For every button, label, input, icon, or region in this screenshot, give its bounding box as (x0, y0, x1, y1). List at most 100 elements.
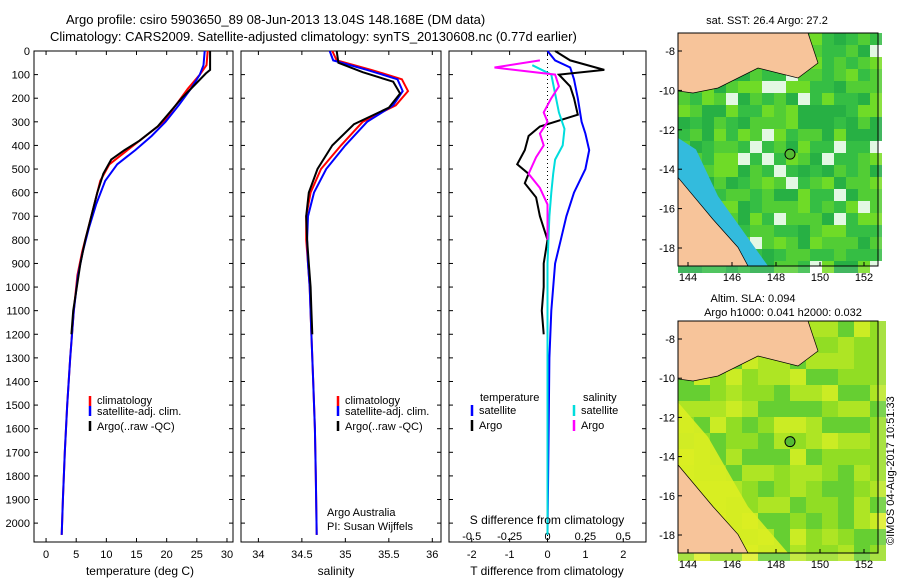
x-tick-label: 20 (161, 549, 173, 561)
x-tick-label: -1 (505, 549, 515, 561)
field-cell (774, 369, 790, 385)
field-cell (762, 141, 774, 153)
field-cell (678, 117, 690, 129)
field-cell (822, 417, 838, 433)
field-cell (790, 513, 806, 529)
field-cell (798, 93, 810, 105)
field-cell (854, 481, 870, 497)
field-cell (806, 449, 822, 465)
field-cell (798, 237, 810, 249)
field-cell (846, 129, 858, 141)
map-y-label: -12 (659, 412, 675, 424)
field-cell (858, 153, 870, 165)
field-cell (834, 93, 846, 105)
field-cell (774, 529, 790, 545)
field-cell (838, 417, 854, 433)
sst-map: -8 -10 -12 -14 -16 -18 144 146 148 150 152 (659, 32, 882, 284)
map-y-label: -16 (659, 491, 675, 503)
field-cell (834, 69, 846, 81)
legend-climatology: climatology (345, 395, 401, 407)
x-tick-label: 10 (100, 549, 112, 561)
field-cell (750, 177, 762, 189)
field-cell (678, 385, 694, 401)
field-cell (810, 201, 822, 213)
field-cell (846, 225, 858, 237)
field-cell (846, 105, 858, 117)
field-cell (742, 433, 758, 449)
field-cell (738, 141, 750, 153)
field-cell (806, 497, 822, 513)
field-cell (758, 433, 774, 449)
field-cell (834, 117, 846, 129)
map-frame (677, 320, 879, 554)
field-cell (738, 117, 750, 129)
field-cell (858, 129, 870, 141)
field-cell (822, 401, 838, 417)
salinity-annotation-1: Argo Australia (327, 507, 396, 519)
field-cell (806, 417, 822, 433)
field-cell (822, 165, 834, 177)
salinity-annotation-2: PI: Susan Wijffels (327, 521, 413, 533)
field-cell (846, 45, 858, 57)
x-tick-label: 35 (339, 549, 351, 561)
field-cell (742, 401, 758, 417)
field-cell (870, 165, 882, 177)
field-cell (822, 481, 838, 497)
field-cell (870, 201, 882, 213)
field-cell (762, 189, 774, 201)
field-cell (798, 201, 810, 213)
field-cell (822, 465, 838, 481)
field-cell (822, 433, 838, 449)
field-cell (762, 69, 774, 81)
map-x-label: 150 (811, 559, 829, 571)
y-tick-label: 400 (12, 140, 30, 152)
y-tick-label: 1500 (6, 400, 30, 412)
field-cell (798, 225, 810, 237)
x-tick-label: 5 (73, 549, 79, 561)
argo-float-marker (784, 148, 796, 160)
series-line (531, 64, 566, 535)
field-cell (846, 237, 858, 249)
temperature-xlabel: temperature (deg C) (86, 564, 194, 578)
field-cell (846, 141, 858, 153)
field-cell (870, 57, 882, 69)
field-cell (742, 449, 758, 465)
field-cell (834, 201, 846, 213)
legend-t-satellite: satellite (479, 405, 516, 417)
x-tick-label: 34.5 (291, 549, 312, 561)
field-cell (806, 385, 822, 401)
field-cell (758, 369, 774, 385)
field-cell (822, 177, 834, 189)
field-cell (838, 321, 854, 337)
field-cell (774, 513, 790, 529)
field-cell (758, 449, 774, 465)
field-cell (758, 401, 774, 417)
field-cell (774, 165, 786, 177)
sla-map-title-1: Altim. SLA: 0.094 (711, 293, 796, 305)
y-tick-label: 900 (12, 258, 30, 270)
field-cell (846, 177, 858, 189)
field-cell (846, 57, 858, 69)
field-cell (834, 129, 846, 141)
map-y-label: -10 (659, 373, 675, 385)
field-cell (846, 69, 858, 81)
field-cell (870, 225, 882, 237)
field-cell (774, 177, 786, 189)
field-cell (750, 189, 762, 201)
difference-xlabel: T difference from climatology (470, 564, 624, 578)
x-tick-label: 1 (582, 549, 588, 561)
x-tick-label: 35.5 (378, 549, 399, 561)
legend-climatology: climatology (97, 395, 153, 407)
field-cell (854, 433, 870, 449)
field-cell (726, 129, 738, 141)
title-line-2: Climatology: CARS2009. Satellite-adjuste… (50, 29, 577, 44)
field-cell (790, 449, 806, 465)
difference-legend: temperature salinity satellite Argo sate… (470, 392, 618, 432)
field-cell (690, 93, 702, 105)
field-cell (774, 81, 786, 93)
field-cell (790, 401, 806, 417)
field-cell (810, 117, 822, 129)
field-cell (774, 465, 790, 481)
field-cell (710, 401, 726, 417)
